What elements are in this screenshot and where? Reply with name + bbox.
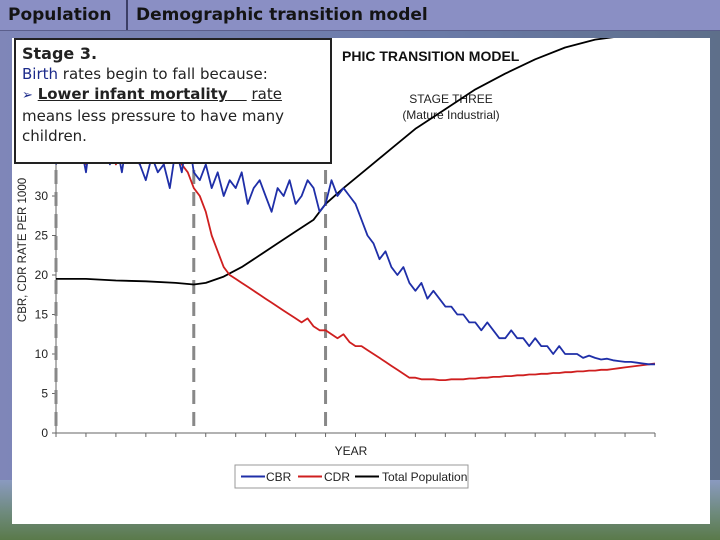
y-tick-label: 5 bbox=[41, 387, 48, 401]
chart-title: PHIC TRANSITION MODEL bbox=[342, 48, 520, 64]
chart-svg: PHIC TRANSITION MODEL STAGE THREE (Matur… bbox=[17, 34, 656, 489]
y-tick-label: 30 bbox=[35, 189, 49, 203]
callout-birth-word: Birth bbox=[22, 65, 59, 83]
series-line-cbr bbox=[55, 124, 655, 366]
stage-label-line2: (Mature Industrial) bbox=[402, 108, 499, 122]
bullet-arrow-icon: ➢ bbox=[22, 88, 33, 103]
y-tick-label: 25 bbox=[35, 229, 49, 243]
y-tick-label: 0 bbox=[41, 426, 48, 440]
callout-lead-rest: rates begin to fall because: bbox=[58, 65, 268, 83]
callout-point-rest: means less pressure to have many childre… bbox=[22, 107, 285, 145]
y-tick-label: 20 bbox=[35, 268, 49, 282]
callout-point-rate: rate bbox=[251, 85, 282, 103]
legend-box bbox=[234, 464, 469, 489]
x-axis-label: YEAR bbox=[335, 444, 368, 458]
callout-stage-title: Stage 3. bbox=[22, 44, 98, 63]
legend-label-cdr: CDR bbox=[324, 470, 350, 484]
legend-label-cbr: CBR bbox=[266, 470, 292, 484]
legend-label-total-population: Total Population bbox=[382, 470, 467, 484]
callout-lead: Birth rates begin to fall because: bbox=[22, 64, 324, 84]
callout-point-underline-gap bbox=[228, 85, 247, 103]
callout-point-bold: Lower infant mortality bbox=[37, 85, 228, 103]
callout-point: ➢ Lower infant mortality rate means less… bbox=[22, 85, 284, 145]
y-tick-label: 10 bbox=[35, 347, 49, 361]
tab-population[interactable]: Population bbox=[0, 0, 128, 30]
y-tick-label: 15 bbox=[35, 308, 49, 322]
title-bar: Population Demographic transition model bbox=[0, 0, 720, 31]
stage-3-callout: Stage 3. Birth rates begin to fall becau… bbox=[14, 38, 332, 164]
y-axis-label: CBR, CDR RATE PER 1000 bbox=[17, 178, 29, 322]
tab-demographic-transition-model[interactable]: Demographic transition model bbox=[136, 5, 428, 25]
stage-label-line1: STAGE THREE bbox=[409, 92, 493, 106]
